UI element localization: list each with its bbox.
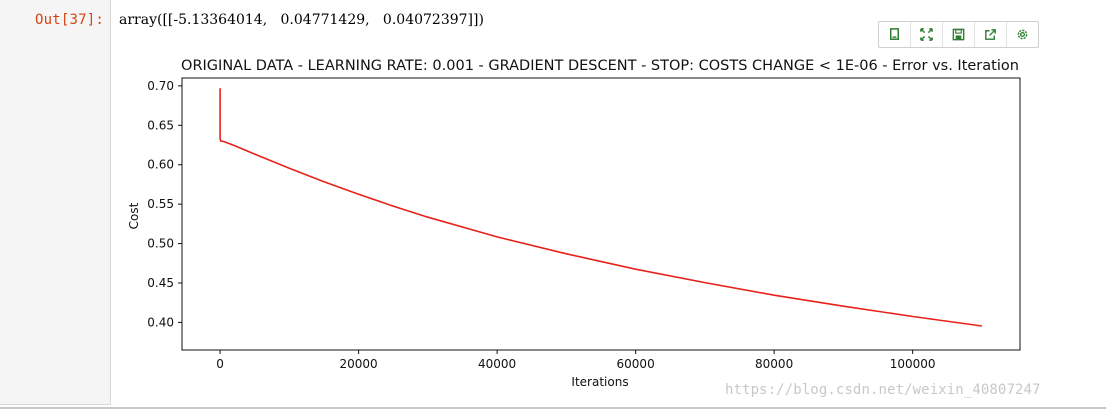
x-tick-label: 100000 — [890, 357, 936, 371]
y-tick-label: 0.60 — [147, 158, 174, 172]
y-tick-label: 0.50 — [147, 237, 174, 251]
x-tick-label: 80000 — [755, 357, 793, 371]
copy-image-icon — [890, 28, 899, 40]
cell-gutter — [0, 0, 111, 405]
output-text: array([[-5.13364014, 0.04771429, 0.04072… — [119, 12, 484, 28]
axes-frame — [181, 77, 1021, 351]
copy-image-button[interactable] — [879, 22, 911, 47]
cost-vs-iteration-chart: ORIGINAL DATA - LEARNING RATE: 0.001 - G… — [127, 58, 1021, 389]
save-button[interactable] — [943, 22, 975, 47]
y-tick-label: 0.70 — [147, 79, 174, 93]
share-icon — [985, 29, 996, 40]
figure-toolbar — [878, 21, 1039, 48]
watermark: https://blog.csdn.net/weixin_40807247 — [725, 382, 1041, 398]
y-tick-label: 0.45 — [147, 276, 174, 290]
output-prompt: Out[37]: — [35, 12, 105, 28]
x-tick-label: 40000 — [478, 357, 516, 371]
settings-icon — [1017, 29, 1028, 40]
y-tick-label: 0.55 — [147, 197, 174, 211]
y-tick-label: 0.65 — [147, 118, 174, 132]
x-tick-label: 60000 — [617, 357, 655, 371]
fullscreen-button[interactable] — [911, 22, 943, 47]
share-button[interactable] — [975, 22, 1007, 47]
fullscreen-icon — [920, 28, 933, 41]
x-axis-label: Iterations — [571, 375, 628, 389]
cell-divider — [0, 407, 1106, 409]
series-line-0 — [219, 88, 983, 327]
plot-area: 0 20000 40000 60000 80000 100000 0.40 0.45 0.50 0… — [147, 77, 1021, 371]
x-tick-label: 0 — [216, 357, 224, 371]
settings-button[interactable] — [1007, 22, 1038, 47]
x-tick-label: 20000 — [340, 357, 378, 371]
y-tick-label: 0.40 — [147, 315, 174, 329]
save-icon — [952, 28, 965, 41]
y-axis-label: Cost — [127, 202, 141, 229]
chart-title: ORIGINAL DATA - LEARNING RATE: 0.001 - G… — [181, 58, 1019, 74]
